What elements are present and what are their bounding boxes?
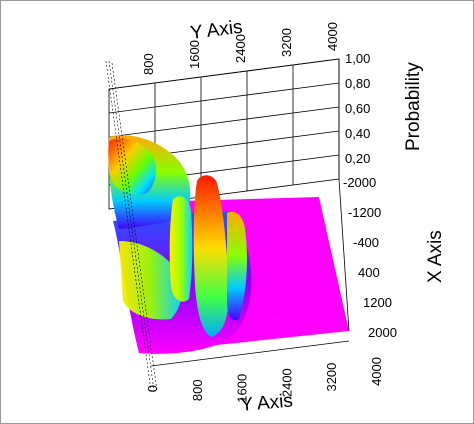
probability-tick-label: 0,40 [345,126,370,141]
bottom-y-axis-line [150,340,350,367]
x-tick-label: -1200 [348,205,381,220]
right-wall [338,59,350,332]
x-tick-label: 2000 [368,325,397,340]
probability-axis-title: Probability [403,62,424,151]
bottom-y-tick-label: 4000 [369,357,384,386]
bottom-y-axis-ticks: 0 800 1600 2400 3200 4000 [145,357,384,403]
x-axis-ticks: -2000 -1200 -400 400 1200 2000 [343,175,397,340]
bottom-y-tick-label: 1600 [235,374,250,403]
top-y-tick-label: 1600 [187,40,202,69]
x-tick-label: 1200 [363,295,392,310]
bottom-y-axis-title: Y Axis [240,390,294,415]
top-y-tick-label: 3200 [279,28,294,57]
left-edge-lines [105,60,158,392]
top-y-tick-label: 4000 [325,22,340,51]
x-tick-label: 400 [358,265,380,280]
x-tick-label: -400 [353,235,379,250]
grid-line [108,82,340,114]
probability-tick-label: 1,00 [345,51,370,66]
bottom-y-tick-label: 800 [190,379,205,401]
surface-top-lobe [108,138,156,195]
right-wall-edge [338,178,350,332]
surface-body [108,135,252,354]
probability-tick-label: 0,20 [345,151,370,166]
surface-main-peak [193,175,229,337]
grid-line [108,106,340,138]
probability-axis-ticks: 1,00 0,80 0,60 0,40 0,20 [345,51,370,166]
top-y-tick-label: 2400 [233,34,248,63]
top-y-tick-label: 800 [141,53,156,75]
surface-side-ridge [169,196,193,302]
bottom-y-axis: 0 800 1600 2400 3200 4000 Y Axis [145,340,384,416]
bottom-y-tick-label: 3200 [324,363,339,392]
probability-axis: 1,00 0,80 0,60 0,40 0,20 Probability [345,51,424,166]
x-axis-title: X Axis [425,230,446,283]
x-tick-label: -2000 [343,175,376,190]
bottom-y-tick-label: 2400 [279,368,294,397]
probability-tick-label: 0,60 [345,101,370,116]
surface-lobe [119,241,183,320]
top-y-axis: 800 1600 2400 3200 4000 Y Axis [108,17,340,90]
surface-side-ridge [227,211,247,321]
top-y-axis-line [108,58,340,90]
probability-tick-label: 0,80 [345,76,370,91]
top-y-axis-ticks: 800 1600 2400 3200 4000 [141,22,340,75]
x-axis: -2000 -1200 -400 400 1200 2000 X Axis [343,175,446,340]
bottom-y-tick-label: 0 [145,385,160,392]
